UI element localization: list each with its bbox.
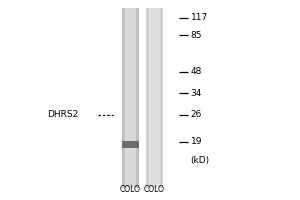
Text: COLO: COLO [144, 185, 165, 194]
Text: 85: 85 [190, 30, 202, 40]
Text: COLO: COLO [120, 185, 141, 194]
Text: 26: 26 [190, 110, 202, 119]
Bar [125, 8, 136, 188]
Bar [122, 140, 139, 148]
Text: 34: 34 [190, 88, 202, 98]
Bar [146, 8, 163, 188]
Bar [149, 8, 160, 188]
Text: 117: 117 [190, 14, 208, 22]
Text: 19: 19 [190, 138, 202, 146]
Bar [122, 8, 139, 188]
Text: DHRS2: DHRS2 [47, 110, 78, 119]
Text: 48: 48 [190, 68, 202, 76]
Text: (kD): (kD) [190, 156, 210, 164]
